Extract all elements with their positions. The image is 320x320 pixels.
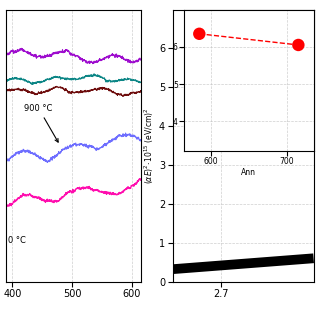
Text: 900 °C: 900 °C <box>24 104 58 142</box>
Text: 0 °C: 0 °C <box>8 236 26 245</box>
Y-axis label: $\left(\alpha E\right)^{2}\!\cdot\!10^{15}\ \mathrm{(eV/cm)}^{2}$: $\left(\alpha E\right)^{2}\!\cdot\!10^{1… <box>143 107 156 184</box>
